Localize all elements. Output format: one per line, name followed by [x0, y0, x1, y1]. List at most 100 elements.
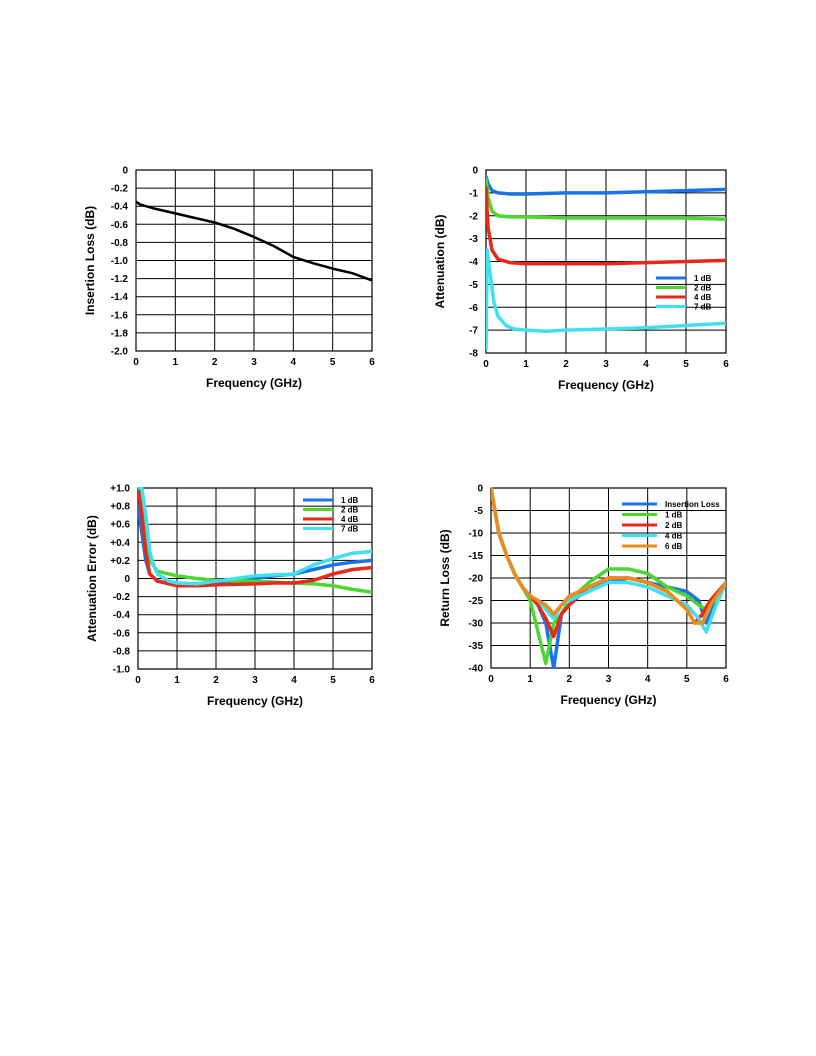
x-tick-label: 6 [369, 357, 375, 368]
x-tick-label: 1 [523, 359, 529, 370]
y-tick-label: -1.2 [111, 274, 129, 285]
x-tick-label: 0 [135, 675, 141, 686]
y-tick-label: 0 [122, 166, 128, 177]
x-axis-label: Frequency (GHz) [558, 378, 654, 392]
y-tick-label: -2.0 [111, 347, 129, 358]
y-tick-label: -0.6 [111, 220, 129, 231]
y-tick-label: +0.4 [110, 538, 130, 549]
legend-label: 2 dB [665, 521, 683, 530]
x-tick-label: 6 [723, 674, 729, 685]
y-tick-label: -0.4 [111, 202, 129, 213]
y-tick-label: -1.4 [111, 292, 129, 303]
x-axis-label: Frequency (GHz) [206, 376, 302, 390]
legend-label: 7 dB [341, 525, 359, 534]
y-tick-label: -0.8 [111, 238, 129, 249]
x-tick-label: 5 [683, 359, 689, 370]
y-axis-label: Attenuation (dB) [433, 215, 447, 309]
x-tick-label: 0 [133, 357, 139, 368]
plot-frame [135, 169, 373, 352]
y-tick-label: -1.0 [111, 256, 129, 267]
y-tick-label: -2 [469, 211, 478, 222]
y-tick-label: 0 [124, 574, 130, 585]
x-tick-label: 3 [606, 674, 612, 685]
y-tick-label: -1.0 [113, 665, 131, 676]
legend-label: 4 dB [694, 293, 712, 302]
plot-frame [490, 487, 727, 669]
chart-4: 0 1 2 3 4 5 6 0 -5 -10 -15 -20 -25 -30 -35 -40 Frequency… [438, 484, 729, 708]
series-line-3 [138, 487, 372, 588]
y-tick-label: -7 [469, 326, 478, 337]
x-tick-label: 2 [213, 675, 219, 686]
x-tick-label: 5 [684, 674, 690, 685]
y-tick-label: +0.8 [110, 502, 130, 513]
y-tick-label: -5 [469, 280, 478, 291]
series-line-2 [486, 177, 726, 221]
y-tick-label: -5 [474, 506, 483, 517]
x-tick-label: 5 [330, 675, 336, 686]
x-tick-label: 6 [723, 359, 729, 370]
y-tick-label: -0.8 [113, 646, 131, 657]
y-tick-label: -1.6 [111, 310, 129, 321]
y-tick-label: -4 [469, 257, 478, 268]
legend-label: 1 dB [665, 511, 683, 520]
legend-label: 4 dB [341, 515, 359, 524]
y-tick-label: -3 [469, 234, 478, 245]
x-tick-label: 4 [643, 359, 649, 370]
legend-label: 1 dB [694, 274, 712, 283]
y-axis-label: Insertion Loss (dB) [83, 206, 97, 315]
series-line-3 [486, 186, 726, 266]
legend-label: 6 dB [665, 542, 683, 551]
x-tick-label: 5 [330, 357, 336, 368]
x-tick-label: 1 [174, 675, 180, 686]
series-line-4 [138, 487, 372, 586]
x-tick-label: 4 [291, 675, 297, 686]
x-tick-label: 0 [488, 674, 494, 685]
series-line-1 [486, 175, 726, 196]
x-tick-label: 0 [483, 359, 489, 370]
legend-label: 7 dB [694, 303, 712, 312]
x-tick-label: 4 [645, 674, 651, 685]
y-tick-label: -25 [469, 596, 484, 607]
x-tick-label: 6 [369, 675, 375, 686]
y-tick-label: 0 [477, 484, 483, 495]
y-tick-label: -0.4 [113, 610, 131, 621]
x-axis-label: Frequency (GHz) [560, 693, 656, 707]
y-tick-label: -30 [469, 619, 484, 630]
x-tick-label: 1 [527, 674, 533, 685]
chart-2: 0 1 2 3 4 5 6 0 -1 -2 -3 -4 -5 -6 -7 -8 Frequency (GHz) A… [433, 166, 729, 393]
y-tick-label: -40 [469, 664, 484, 675]
y-axis-label: Attenuation Error (dB) [85, 515, 99, 642]
x-tick-label: 3 [603, 359, 609, 370]
series-line-5 [491, 487, 726, 625]
series-line-4 [486, 248, 726, 351]
x-tick-label: 3 [252, 675, 258, 686]
legend-label: Insertion Loss [665, 500, 720, 509]
x-tick-label: 2 [567, 674, 573, 685]
series-line-1 [136, 200, 372, 282]
chart-3: 0 1 2 3 4 5 6 +1.0 +0.8 +0.6 +0.4 +0.2 0 -0.2 -0.4 -0.6… [85, 484, 375, 709]
legend: 1 dB2 dB4 dB7 dB [303, 496, 359, 534]
y-tick-label: -0.2 [111, 184, 129, 195]
y-tick-label: +0.2 [110, 556, 130, 567]
x-tick-label: 2 [563, 359, 569, 370]
y-tick-label: -1.8 [111, 328, 129, 339]
chart-1: 0 1 2 3 4 5 6 0 -0.2 -0.4 -0.6 -0.8 -1.0 -1.2 -1.4 -1.6… [83, 166, 375, 391]
legend: Insertion Loss 1 dB2 dB 4 dB6 dB [622, 500, 720, 551]
legend-label: 1 dB [341, 496, 359, 505]
legend-label: 4 dB [665, 532, 683, 541]
y-tick-label: -0.2 [113, 592, 131, 603]
y-tick-label: -20 [469, 574, 484, 585]
legend-label: 2 dB [341, 506, 359, 515]
y-tick-label: -1 [469, 188, 478, 199]
y-tick-label: -10 [469, 529, 484, 540]
y-axis-label: Return Loss (dB) [438, 529, 452, 626]
y-tick-label: +1.0 [110, 484, 130, 495]
y-tick-label: +0.6 [110, 520, 130, 531]
y-tick-label: 0 [472, 166, 478, 177]
x-tick-label: 1 [173, 357, 179, 368]
y-tick-label: -0.6 [113, 628, 131, 639]
legend: 1 dB2 dB4 dB7 dB [656, 274, 712, 312]
x-tick-label: 2 [212, 357, 218, 368]
x-axis-label: Frequency (GHz) [207, 694, 303, 708]
